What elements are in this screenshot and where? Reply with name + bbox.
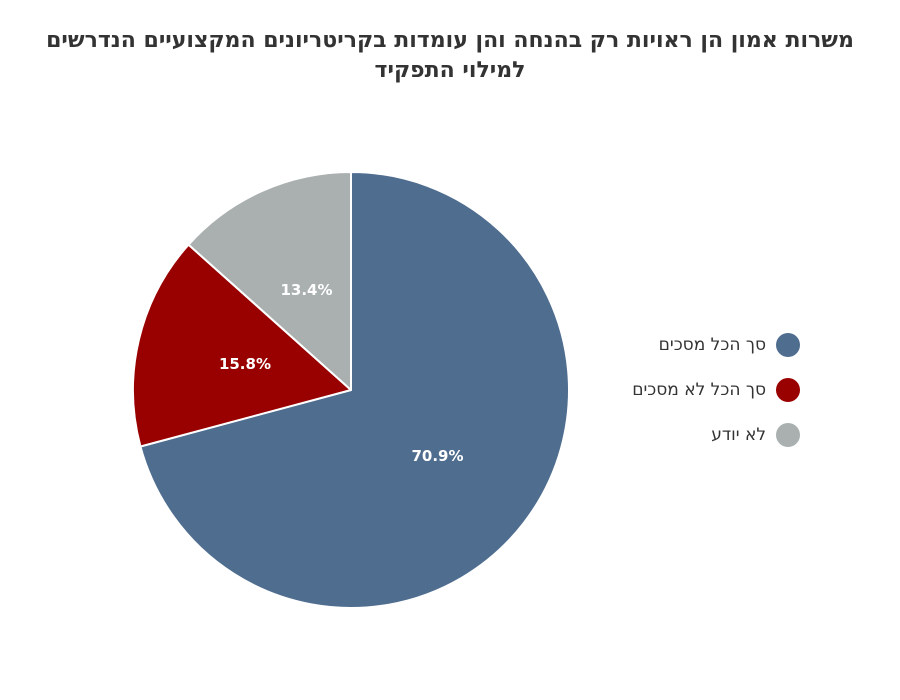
slice-data-label: 13.4% xyxy=(280,281,332,299)
legend-item[interactable]: סך הכל לא מסכים xyxy=(632,375,800,405)
pie-slice[interactable] xyxy=(139,171,570,609)
legend-label: סך הכל מסכים xyxy=(658,335,766,355)
pie-slice[interactable] xyxy=(132,243,352,448)
slice-data-label: 15.8% xyxy=(219,355,271,373)
slice-data-label: 70.9% xyxy=(411,447,463,465)
legend-swatch xyxy=(776,333,800,357)
pie-slice[interactable] xyxy=(187,171,352,391)
chart-legend: סך הכל מסכים סך הכל לא מסכים לא יודע xyxy=(632,330,800,465)
legend-label: לא יודע xyxy=(711,425,766,445)
legend-swatch xyxy=(776,423,800,447)
legend-item[interactable]: סך הכל מסכים xyxy=(632,330,800,360)
legend-swatch xyxy=(776,378,800,402)
legend-item[interactable]: לא יודע xyxy=(632,420,800,450)
legend-label: סך הכל לא מסכים xyxy=(632,380,766,400)
chart-title: משרות אמון הן ראויות רק בהנחה והן עומדות… xyxy=(46,28,854,83)
